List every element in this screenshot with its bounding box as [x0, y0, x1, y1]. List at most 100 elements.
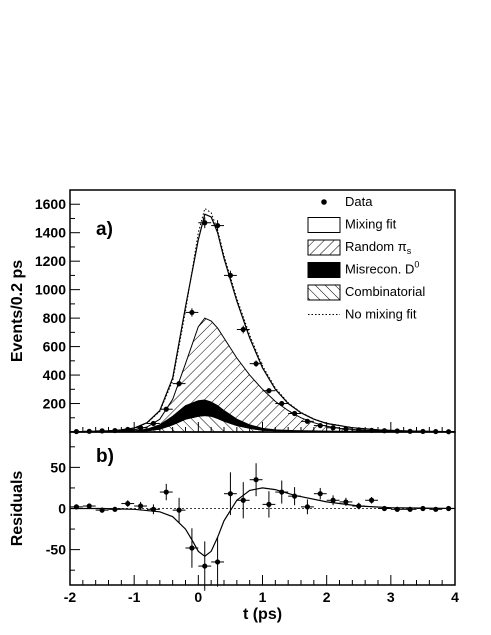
x-tick-label: 0 — [194, 589, 202, 605]
y-tick-label: 1000 — [35, 282, 66, 298]
y-tick-label: 400 — [43, 367, 67, 383]
residual-points — [70, 463, 455, 591]
residual-point — [95, 507, 109, 513]
residual-point — [108, 506, 122, 512]
residual-point — [403, 506, 417, 512]
legend-label: Misrecon. D0 — [345, 260, 419, 277]
background-fills — [69, 317, 456, 433]
legend-label: No mixing fit — [345, 307, 417, 322]
no-mixing-fit-curve — [69, 207, 456, 433]
residual-point — [339, 497, 353, 507]
residual-point — [224, 472, 237, 516]
data-point — [172, 381, 186, 387]
data-point — [339, 426, 353, 432]
data-point — [121, 426, 135, 433]
residual-point — [288, 487, 301, 506]
x-tick-label: -2 — [64, 589, 77, 605]
legend-entry: Data — [321, 194, 373, 209]
residual-point — [429, 506, 443, 512]
panel-b-plot: -50 0 50 -2 -1 0 1 2 3 4 b) Residuals t (ps) — [9, 431, 459, 623]
legend-label: Mixing fit — [345, 217, 397, 232]
x-axis-title: t (ps) — [243, 606, 282, 623]
legend-marker — [321, 199, 327, 205]
panel-a-label: a) — [96, 219, 113, 240]
residual-point — [159, 483, 173, 501]
residual-fit-curve — [70, 487, 456, 557]
residual-point — [301, 499, 314, 515]
data-point — [159, 406, 173, 412]
residual-point — [326, 495, 340, 506]
residual-point — [172, 497, 186, 523]
residual-point — [275, 480, 289, 504]
y-tick-label: 1400 — [35, 225, 66, 241]
y-tick-label: 800 — [43, 310, 67, 326]
data-point — [326, 425, 340, 431]
data-point — [352, 427, 366, 433]
residual-point — [390, 506, 404, 512]
legend-label: Data — [345, 194, 373, 209]
residual-point — [378, 505, 391, 512]
data-point — [275, 400, 289, 407]
panel-b-ticks: -50 0 50 -2 -1 0 1 2 3 4 — [46, 446, 459, 605]
panel-b-y-axis-title: Residuals — [9, 471, 26, 547]
legend-entry: Mixing fit — [307, 217, 397, 233]
data-point — [262, 388, 276, 394]
panel-a-ticks: 200 400 600 800 1000 1200 1400 1600 — [35, 196, 456, 432]
data-point — [301, 418, 314, 424]
data-point — [211, 220, 224, 231]
y-tick-label: 200 — [43, 396, 67, 412]
x-tick-label: 1 — [259, 589, 267, 605]
legend-swatch — [307, 262, 341, 278]
residual-point — [198, 541, 212, 591]
data-point — [224, 270, 237, 281]
data-point — [236, 325, 250, 334]
y-tick-label: -50 — [46, 542, 66, 558]
legend-entry: Random πs — [307, 239, 412, 256]
legend-entry: Misrecon. D0 — [307, 260, 419, 278]
x-tick-label: -1 — [128, 589, 141, 605]
panel-a-plot: 200 400 600 800 1000 1200 1400 1600 a) Events/0… — [9, 189, 456, 435]
legend-label: Combinatorial — [345, 284, 425, 299]
legend-entry: No mixing fit — [308, 307, 417, 322]
residual-point — [185, 528, 199, 568]
residual-point — [147, 504, 160, 515]
y-tick-label: 50 — [50, 459, 66, 475]
data-point — [147, 420, 160, 427]
residual-lines — [70, 487, 456, 557]
legend-label: Random πs — [345, 239, 412, 256]
y-tick-label: 1200 — [35, 253, 66, 269]
data-point — [185, 308, 199, 317]
random-pi-area — [69, 317, 456, 433]
residual-point — [82, 503, 96, 509]
legend-entry: Combinatorial — [307, 284, 425, 301]
y-tick-label: 600 — [43, 339, 67, 355]
data-point — [249, 360, 263, 367]
residual-point — [249, 463, 263, 497]
data-point — [198, 217, 212, 229]
residual-point — [313, 487, 327, 500]
legend-swatch — [307, 284, 341, 301]
residual-point — [352, 502, 366, 510]
panel-b-label: b) — [96, 446, 114, 467]
residual-point — [416, 505, 430, 512]
residual-point — [365, 496, 378, 504]
residual-point — [262, 491, 276, 518]
x-tick-label: 3 — [387, 589, 395, 605]
y-tick-label: 0 — [58, 501, 66, 517]
residual-point — [121, 500, 135, 507]
residual-point — [134, 501, 147, 511]
panel-a-y-axis-title: Events/0.2 ps — [9, 260, 26, 362]
misrecon-d0-area — [69, 399, 456, 433]
y-tick-label: 1600 — [35, 196, 66, 212]
data-point — [134, 425, 147, 431]
data-point — [313, 422, 327, 429]
x-tick-label: 4 — [451, 589, 459, 605]
legend-swatch — [307, 239, 341, 256]
data-point — [390, 428, 404, 434]
x-tick-label: 2 — [323, 589, 331, 605]
data-point — [288, 410, 301, 417]
residual-point — [442, 505, 455, 512]
legend-swatch — [307, 217, 341, 233]
residual-point — [211, 537, 224, 587]
